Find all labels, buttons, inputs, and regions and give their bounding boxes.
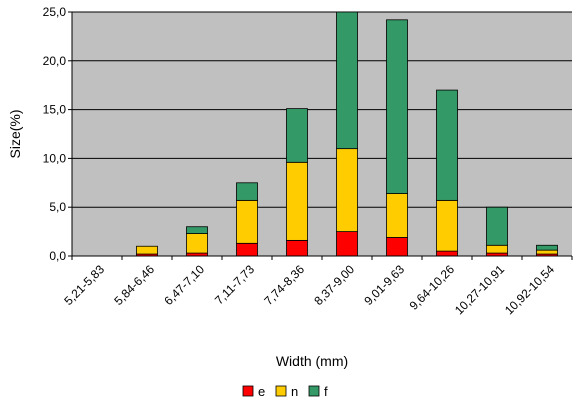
legend-label-e: e bbox=[258, 384, 265, 399]
legend-label-f: f bbox=[324, 384, 328, 399]
x-tick-label: 8,37-9,00 bbox=[311, 262, 357, 308]
bar-segment-f bbox=[186, 226, 208, 234]
bar-segment-n bbox=[286, 161, 308, 241]
x-tick-label: 7,74-8,36 bbox=[261, 262, 307, 308]
bar-segment-n bbox=[536, 249, 558, 255]
bar-segment-n bbox=[436, 199, 458, 252]
bar-segment-f bbox=[336, 11, 358, 150]
x-tick-label: 10,27-10,91 bbox=[452, 262, 507, 317]
bar-segment-e bbox=[236, 242, 258, 257]
y-tick-label: 20,0 bbox=[43, 54, 67, 68]
x-tick-label: 9,64-10,26 bbox=[407, 262, 458, 313]
bar-segment-n bbox=[236, 199, 258, 244]
x-axis-title: Width (mm) bbox=[276, 353, 348, 369]
x-tick-label: 10,92-10,54 bbox=[502, 262, 557, 317]
bar-segment-e bbox=[386, 237, 408, 257]
y-tick-label: 25,0 bbox=[43, 5, 67, 19]
y-tick-label: 0,0 bbox=[49, 249, 66, 263]
bar-segment-e bbox=[336, 231, 358, 257]
bar-segment-e bbox=[286, 239, 308, 257]
legend-label-n: n bbox=[291, 384, 298, 399]
bar-segment-f bbox=[236, 182, 258, 201]
bar-segment-n bbox=[186, 233, 208, 254]
x-tick-label: 7,11-7,73 bbox=[212, 262, 257, 307]
x-tick-label: 5,84-6,46 bbox=[111, 262, 157, 308]
bar-segment-n bbox=[486, 244, 508, 254]
bar-segment-e bbox=[436, 250, 458, 257]
y-tick-label: 5,0 bbox=[49, 200, 66, 214]
x-tick-label: 6,47-7,10 bbox=[161, 262, 207, 308]
bars bbox=[136, 11, 558, 257]
bar-segment-f bbox=[386, 19, 408, 194]
legend-swatch-e bbox=[242, 385, 254, 397]
x-tick-label: 9,01-9,63 bbox=[361, 262, 407, 308]
y-tick-labels: 0,0 5,0 10,0 15,0 20,0 25,0 bbox=[43, 5, 67, 263]
x-tick-labels: 5,21-5,83 5,84-6,46 6,47-7,10 7,11-7,73 7,74… bbox=[61, 262, 557, 317]
bar-segment-f bbox=[486, 206, 508, 246]
bar-segment-n bbox=[386, 193, 408, 238]
axes bbox=[68, 11, 573, 260]
legend-swatch-f bbox=[308, 385, 320, 397]
x-tick-label: 5,21-5,83 bbox=[61, 262, 107, 308]
bar-segment-f bbox=[536, 244, 558, 251]
bar-segment-f bbox=[436, 89, 458, 201]
bar-segment-n bbox=[336, 148, 358, 232]
y-tick-label: 15,0 bbox=[43, 103, 67, 117]
y-tick-label: 10,0 bbox=[43, 151, 67, 165]
bar-segment-f bbox=[286, 108, 308, 163]
legend-swatch-n bbox=[275, 385, 287, 397]
y-axis-title: Size(%) bbox=[7, 109, 23, 158]
bar-segment-n bbox=[136, 245, 158, 255]
